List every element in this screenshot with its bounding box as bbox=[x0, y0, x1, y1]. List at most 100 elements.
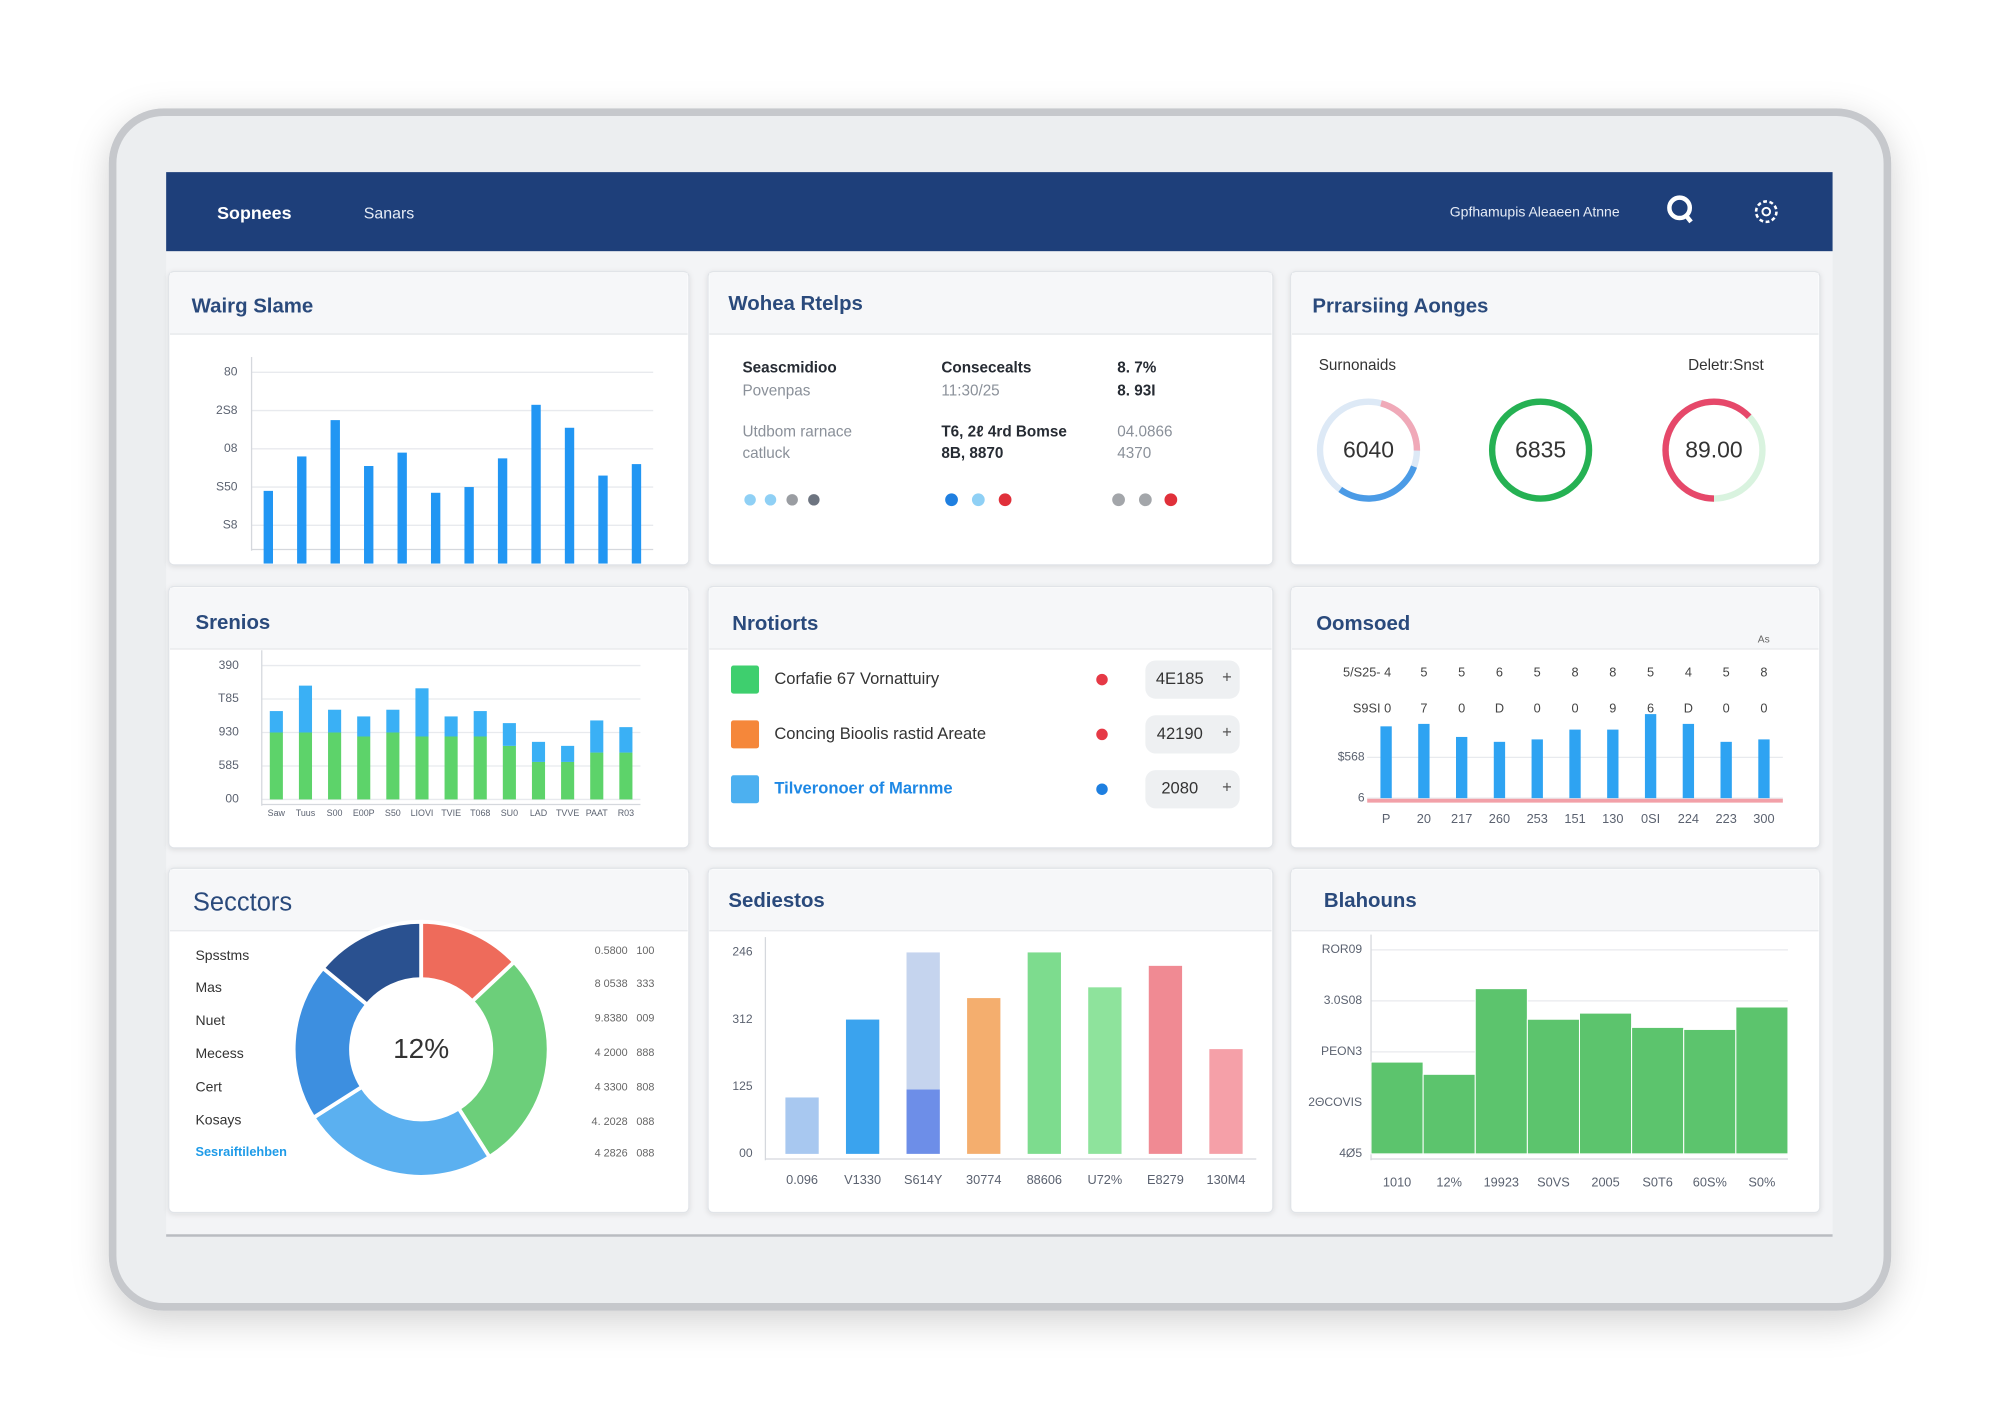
pie-slice bbox=[456, 959, 551, 1160]
bar-segment bbox=[298, 732, 313, 800]
x-tick-label: 260 bbox=[1489, 811, 1510, 826]
header-cell: 6 bbox=[1496, 665, 1503, 680]
bar-segment bbox=[531, 761, 546, 800]
item-action[interactable]: + bbox=[1222, 777, 1232, 796]
table-cell: Utdbom rarnace bbox=[742, 423, 852, 440]
side-table-cell: 9.8380 bbox=[595, 1013, 628, 1025]
bar bbox=[497, 458, 508, 564]
nav-tab[interactable]: Sanars bbox=[364, 205, 414, 222]
gauge bbox=[1316, 398, 1421, 502]
header-cell: 8 bbox=[1760, 665, 1767, 680]
legend-label: Sesraiftilehben bbox=[195, 1144, 286, 1159]
x-tick-label: S614Y bbox=[904, 1172, 943, 1187]
chart: Secctors 12% Spsstms Mas Nuet Mecess Cert Kosay… bbox=[193, 889, 654, 1179]
chart-title: Oomsoed bbox=[1316, 613, 1410, 635]
header-cell: 0 bbox=[1571, 700, 1578, 715]
bar-segment bbox=[328, 709, 342, 733]
x-tick-label: S00 bbox=[327, 808, 343, 818]
x-tick-label: 20 bbox=[1417, 811, 1431, 826]
legend-label: Mas bbox=[195, 979, 221, 995]
bar-segment bbox=[415, 736, 429, 800]
x-tick-label: 151 bbox=[1564, 811, 1585, 826]
panel bbox=[168, 585, 690, 849]
bar-segment bbox=[444, 716, 458, 737]
header-cell: D bbox=[1684, 700, 1693, 715]
x-tick-label: 30774 bbox=[966, 1172, 1001, 1187]
header-cell: 0 bbox=[1723, 700, 1730, 715]
panel bbox=[168, 867, 690, 1214]
bar-segment bbox=[561, 745, 575, 762]
legend-label: Kosays bbox=[195, 1111, 241, 1127]
bar-segment bbox=[561, 761, 575, 800]
panel-header bbox=[709, 587, 1272, 649]
header-cell: S9SI 0 bbox=[1353, 700, 1391, 715]
header-cell: 4 bbox=[1685, 665, 1692, 680]
nav-brand[interactable]: Sopnees bbox=[217, 203, 291, 223]
y-tick-label: 930 bbox=[219, 725, 239, 739]
y-tick-label: S50 bbox=[216, 479, 238, 493]
item-action[interactable]: + bbox=[1222, 723, 1232, 742]
x-tick-label: U72% bbox=[1088, 1172, 1123, 1187]
bar bbox=[906, 1089, 940, 1154]
bar-segment bbox=[473, 711, 487, 737]
value-pill[interactable] bbox=[1145, 715, 1240, 754]
gauge bbox=[1662, 398, 1766, 502]
y-tick-label: 80 bbox=[224, 365, 238, 379]
y-tick-label: 585 bbox=[219, 758, 239, 772]
center-label: 12% bbox=[393, 1033, 449, 1064]
x-tick-label: 88606 bbox=[1027, 1172, 1062, 1187]
bar bbox=[263, 490, 273, 564]
bar bbox=[1631, 1026, 1685, 1155]
legend-label: Cert bbox=[195, 1078, 222, 1094]
side-table-cell: 4 2826 bbox=[595, 1148, 628, 1160]
bar bbox=[564, 427, 575, 564]
panel-title: Wohea Rtelps bbox=[728, 293, 862, 315]
bar bbox=[430, 492, 441, 564]
panel-box bbox=[168, 585, 690, 849]
bar-segment bbox=[590, 752, 604, 800]
x-tick-label: TVIE bbox=[441, 808, 461, 818]
panel-header bbox=[169, 587, 688, 649]
bar bbox=[1682, 723, 1695, 799]
x-tick-label: 130M4 bbox=[1206, 1172, 1245, 1187]
bar-segment bbox=[357, 736, 371, 800]
bar-segment bbox=[531, 741, 546, 762]
chart: Sediestos 00 125 312 246 0.096 V1330 S614Y 30774… bbox=[728, 890, 1257, 1187]
chart-title: Wairg Slame bbox=[192, 296, 314, 318]
y-tick-label: 4Ø5 bbox=[1339, 1146, 1362, 1160]
bar bbox=[1644, 714, 1657, 799]
x-tick-label: LAD bbox=[530, 808, 547, 818]
x-tick-label: 0.096 bbox=[786, 1172, 818, 1187]
side-table-cell: 4 3300 bbox=[595, 1081, 628, 1093]
item-value: 42190 bbox=[1157, 724, 1203, 743]
table-cell: Consecealts bbox=[941, 360, 1031, 377]
item-action[interactable]: + bbox=[1222, 668, 1232, 687]
item-icon bbox=[730, 665, 760, 694]
table-cell: 8. 7% bbox=[1117, 360, 1156, 377]
bar-segment bbox=[269, 732, 283, 800]
value-pill[interactable] bbox=[1145, 660, 1240, 699]
side-table-cell: 808 bbox=[636, 1081, 654, 1093]
table-cell: catluck bbox=[742, 445, 790, 462]
nav-user[interactable]: Gpfhamupis Aleaeen Atnne bbox=[1450, 204, 1620, 220]
bar bbox=[631, 464, 642, 564]
y-tick-label: 246 bbox=[732, 945, 752, 959]
panel-header bbox=[1291, 272, 1819, 335]
search-icon[interactable] bbox=[1667, 195, 1693, 224]
settings-icon[interactable] bbox=[1754, 200, 1778, 224]
value-pill[interactable] bbox=[1145, 770, 1240, 809]
side-table-cell: 009 bbox=[636, 1013, 654, 1025]
bar bbox=[1370, 1061, 1424, 1155]
bar bbox=[1027, 952, 1061, 1154]
bar-segment bbox=[502, 723, 516, 746]
panel-header bbox=[709, 869, 1272, 931]
item-label: Corfafie 67 Vornattuiry bbox=[774, 669, 940, 688]
bar-segment bbox=[473, 736, 487, 800]
panel-title: Nrotiorts bbox=[732, 613, 818, 635]
header-cell: 0 bbox=[1458, 700, 1465, 715]
bar-segment bbox=[386, 732, 400, 800]
header-cell: 6 bbox=[1647, 700, 1654, 715]
chart: Wairg Slame S8 S50 08 2S8 80 bbox=[192, 296, 654, 564]
y-tick-label: T85 bbox=[218, 691, 239, 705]
